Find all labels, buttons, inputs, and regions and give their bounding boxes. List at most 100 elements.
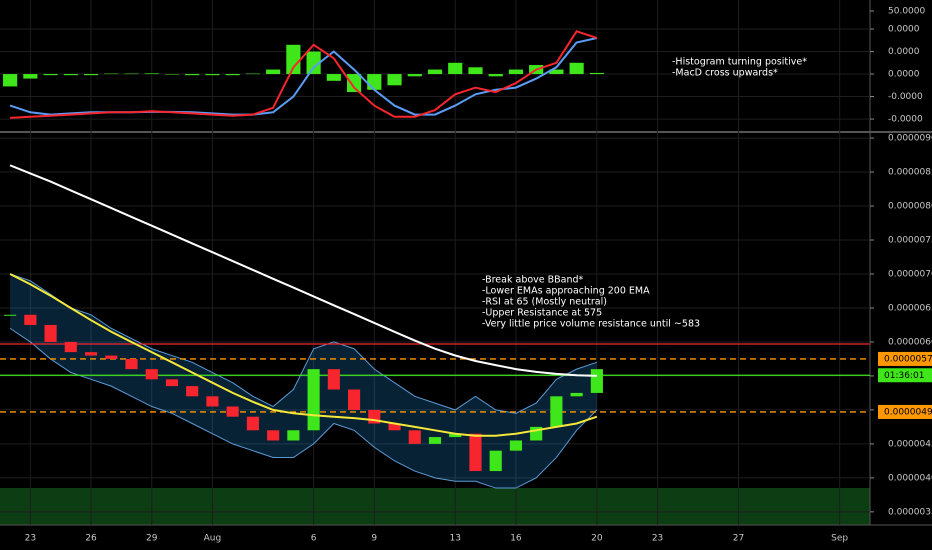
candle [469, 433, 482, 472]
annotation: -Lower EMAs approaching 200 EMA [482, 286, 650, 297]
candle [590, 369, 603, 393]
candle [125, 358, 138, 370]
y-tick-label: -0.0000 [888, 115, 923, 125]
candle [105, 355, 118, 359]
y-tick-label: 50.0000 [888, 7, 925, 17]
y-tick-label: 0.00000750 [888, 236, 932, 246]
annotation: -RSI at 65 (Mostly neutral) [482, 297, 607, 308]
level-label: 01:36:01 [884, 371, 924, 381]
x-tick-label: 23 [25, 534, 36, 544]
x-tick-label: 23 [652, 534, 663, 544]
histogram-bar [367, 74, 382, 90]
histogram-bar [508, 69, 524, 75]
histogram-bar [306, 51, 321, 75]
x-tick-label: 20 [591, 534, 603, 544]
y-tick-label: 0.00000700 [888, 269, 932, 279]
x-tick-label: 6 [311, 534, 317, 544]
histogram-bar [104, 73, 119, 75]
histogram-bar [468, 67, 483, 75]
level-label: 0.00000575 [884, 354, 932, 364]
y-tick-label: 0.00000400 [888, 473, 932, 483]
histogram-bar [427, 69, 443, 75]
y-tick-label: 0.0000 [888, 70, 920, 80]
histogram-bar [43, 74, 58, 76]
y-tick-label: 0.00000650 [888, 303, 932, 313]
x-tick-label: 13 [450, 534, 461, 544]
candle [307, 369, 320, 431]
candle [64, 341, 77, 353]
histogram-bar [286, 44, 301, 75]
histogram-bar [448, 62, 463, 75]
histogram-bar [83, 74, 99, 76]
candle [84, 352, 98, 356]
histogram-bar [387, 74, 402, 86]
x-tick-label: Aug [204, 534, 222, 544]
annotation: -Upper Resistance at 575 [482, 308, 602, 319]
annotation: -Very little price volume resistance unt… [482, 319, 700, 330]
histogram-bar [549, 69, 564, 75]
histogram-bar [3, 74, 18, 87]
x-tick-label: 16 [510, 534, 522, 544]
histogram-bar [245, 73, 260, 75]
candle [287, 430, 300, 441]
volume-zone [0, 488, 870, 525]
level-label: 0.00000497 [884, 407, 932, 417]
candle [226, 406, 239, 417]
level-label-box [878, 351, 932, 366]
y-tick-label: 0.00000800 [888, 202, 932, 212]
y-tick-label: 0.00000600 [888, 337, 932, 347]
candle [509, 440, 522, 451]
histogram-bar [488, 74, 503, 77]
x-tick-label: 29 [146, 534, 158, 544]
x-tick-label: Sep [831, 534, 848, 544]
histogram-bar [23, 74, 38, 79]
annotation: -Break above BBand* [482, 275, 584, 286]
y-tick-label: 0.0000 [888, 47, 920, 57]
y-tick-label: 0.0000 [888, 25, 920, 35]
bollinger-lower [9, 327, 598, 489]
histogram-bar [63, 74, 78, 76]
annotation: -MacD cross upwards* [672, 68, 778, 79]
candle [186, 386, 199, 397]
histogram-bar [326, 74, 341, 81]
histogram-bar [124, 73, 139, 75]
ema-line [9, 273, 598, 437]
candle [24, 314, 37, 325]
candle [165, 379, 179, 387]
candle [246, 416, 259, 431]
y-tick-label: 0.00000850 [888, 168, 932, 178]
bollinger-upper [9, 273, 598, 414]
y-tick-label: 0.00000900 [888, 134, 932, 144]
histogram-bar [144, 73, 159, 75]
candle [348, 389, 361, 410]
candle [428, 437, 442, 444]
ema-line [9, 164, 597, 377]
histogram-bar [185, 74, 200, 76]
x-tick-label: 26 [85, 534, 97, 544]
y-tick-label: 0.00000450 [888, 439, 932, 449]
candle [206, 396, 219, 407]
histogram-bar [225, 74, 240, 76]
candle [550, 396, 563, 427]
histogram-bar [589, 72, 604, 75]
candle [44, 324, 57, 342]
histogram-bar [407, 74, 422, 77]
candle [267, 430, 280, 441]
candle [388, 423, 401, 431]
histogram-bar [266, 69, 281, 75]
level-label-box [878, 404, 932, 419]
x-tick-label: 9 [371, 534, 377, 544]
candle [570, 392, 583, 397]
candle [4, 314, 17, 316]
macd-line [10, 30, 598, 119]
histogram-bar [569, 62, 584, 75]
candle [145, 369, 158, 380]
candle [408, 430, 421, 444]
annotation: -Histogram turning positive* [672, 57, 807, 68]
histogram-bar [164, 74, 180, 75]
x-tick-label: 27 [733, 534, 744, 544]
candle [327, 369, 340, 390]
